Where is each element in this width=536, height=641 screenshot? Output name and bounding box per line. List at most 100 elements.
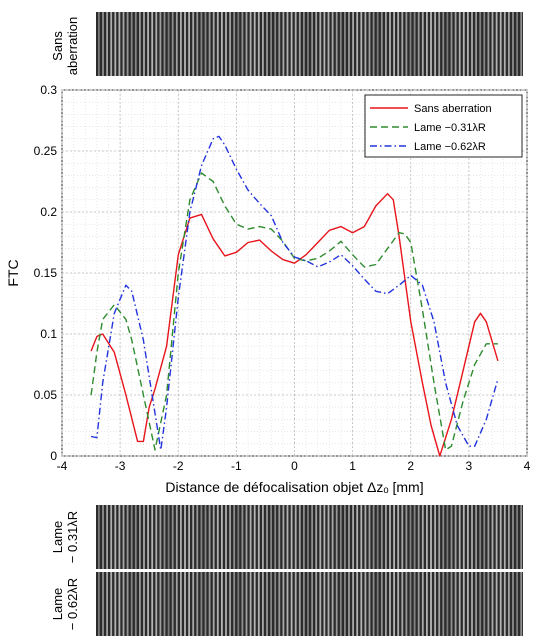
fringe-line [438,572,441,636]
fringe-line [491,572,494,636]
y-tick-label: 0.15 [34,266,58,280]
fringe-line [315,572,318,636]
x-tick-label: -2 [173,459,184,473]
fringe-line [491,505,494,569]
fringe-line [216,572,219,636]
fringe-line [266,12,268,76]
fringe-line [180,572,182,636]
fringe-line [462,12,465,76]
fringe-line [126,505,129,569]
fringe-line [196,12,199,76]
fringe-line [262,505,264,569]
fringe-line [372,505,375,569]
fringe-line [352,505,354,569]
strip-label-sans-aberration: Sans aberration [48,14,84,78]
fringe-line [385,505,387,569]
fringe-line [319,12,322,76]
fringe-line [294,12,297,76]
fringe-line [376,572,379,636]
fringe-line [339,12,342,76]
fringe-line [98,505,100,569]
fringe-line [397,572,400,636]
fringe-line [212,505,215,569]
fringe-line [487,12,490,76]
fringe-line [348,505,350,569]
legend-label: Lame −0.62λR [414,141,486,153]
fringe-line [171,12,174,76]
fringe-line [147,12,149,76]
fringe-line [512,572,514,636]
fringe-line [106,572,108,636]
fringe-line [229,505,231,569]
fringe-line [126,12,129,76]
x-tick-label: 2 [407,459,414,473]
fringe-line [417,12,420,76]
fringe-line [290,12,293,76]
fringe-line [106,12,108,76]
fringe-line [114,12,117,76]
fringe-line [385,12,387,76]
x-tick-label: 1 [349,459,356,473]
fringe-line [130,12,133,76]
fringe-line [417,572,420,636]
fringe-line [397,505,400,569]
fringe-line [225,572,227,636]
fringe-line [393,572,395,636]
fringe-line [102,572,104,636]
fringe-line [257,572,260,636]
fringe-line [323,505,326,569]
fringe-line [184,572,186,636]
fringe-line [450,505,453,569]
fringe-line [319,572,322,636]
fringe-line [446,572,449,636]
fringe-line [495,505,498,569]
fringe-line [368,12,371,76]
y-tick-label: 0.3 [40,83,57,97]
ftc-line-chart: -4 -3 -2 -1 0 1 2 3 4 0 0.05 0.1 0.15 0.2 0.25 0.3 Dist… [5,83,531,495]
fringe-line [151,12,154,76]
fringe-line [491,12,494,76]
fringe-line [467,12,469,76]
fringe-line [315,505,318,569]
fringe-line [503,12,506,76]
fringe-line [233,505,236,569]
fringe-line [175,572,178,636]
fringe-line [376,505,379,569]
fringe-line [204,505,207,569]
fringe-line [335,572,338,636]
fringe-line [216,505,219,569]
strip-label-lame-031: Lame − 0.31λR [48,505,84,569]
fringe-line [233,12,236,76]
x-tick-label: -1 [231,459,242,473]
fringe-line [364,505,367,569]
fringe-line [467,505,469,569]
fringe-line [348,572,350,636]
fringe-line [118,505,121,569]
fringe-line [143,12,145,76]
fringe-line [147,505,149,569]
fringe-line [151,505,154,569]
fringe-line [499,505,502,569]
fringe-line [262,12,264,76]
fringe-line [151,572,154,636]
fringe-line [270,12,272,76]
fringe-line [487,572,490,636]
fringe-line [134,572,137,636]
fringe-line [458,572,461,636]
fringe-line [270,505,272,569]
fringe-line [508,12,510,76]
fringe-line [409,505,412,569]
fringe-line [225,505,227,569]
fringe-line [175,12,178,76]
fringe-line [434,505,436,569]
fringe-line [376,12,379,76]
fringe-line [282,12,285,76]
fringe-line [282,505,285,569]
fringe-line [483,12,486,76]
fringe-line [323,12,326,76]
strip-label-line-2: − 0.31λR [65,511,80,563]
fringe-line [368,505,371,569]
fringe-line [200,505,203,569]
fringe-line [159,572,162,636]
fringe-line [253,505,256,569]
